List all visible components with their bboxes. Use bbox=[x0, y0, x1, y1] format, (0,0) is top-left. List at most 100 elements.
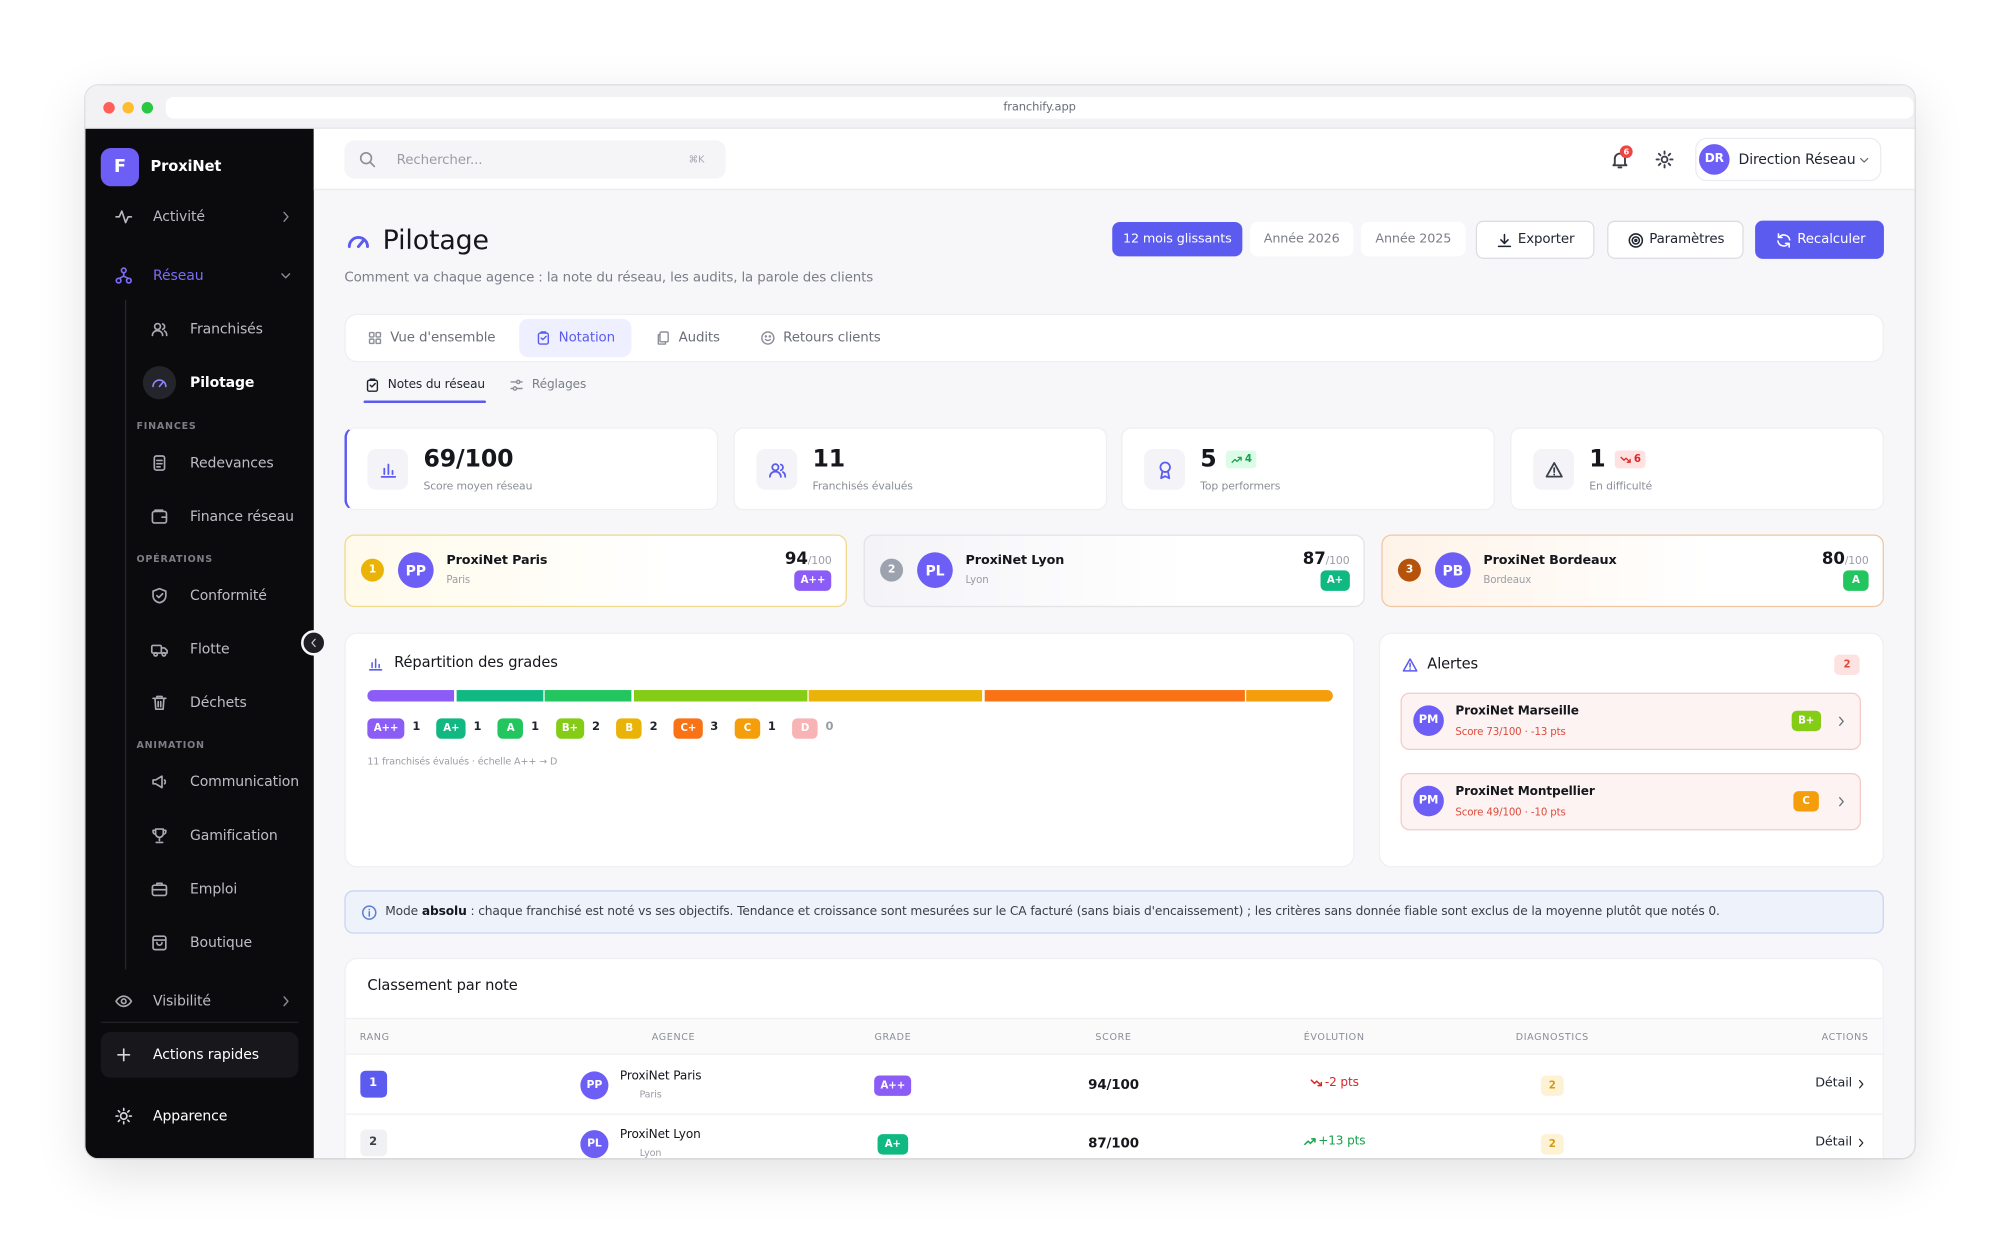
icon bbox=[151, 882, 168, 897]
bar-segment bbox=[984, 690, 1245, 702]
tab[interactable]: Vue d'ensemble bbox=[390, 329, 496, 346]
info-text: Mode absolu : chaque franchisé est noté … bbox=[385, 905, 1720, 920]
subtab-underline bbox=[363, 400, 486, 404]
nav-item[interactable]: Pilotage bbox=[190, 374, 255, 391]
card-title: Alertes bbox=[1427, 654, 1478, 673]
grade-count: 2 bbox=[592, 721, 600, 735]
subtab[interactable]: Notes du réseau bbox=[387, 377, 485, 392]
grade-count: 1 bbox=[412, 721, 421, 735]
score-value: 87 bbox=[1302, 550, 1326, 570]
score-value: 80 bbox=[1821, 550, 1845, 570]
alert-item[interactable] bbox=[1400, 772, 1861, 831]
tab[interactable]: Audits bbox=[678, 329, 720, 346]
agency-city: Lyon bbox=[639, 1147, 662, 1159]
search-box[interactable] bbox=[344, 140, 726, 179]
agency-name: ProxiNet Lyon bbox=[965, 553, 1065, 568]
action-label: Exporter bbox=[1517, 231, 1575, 248]
nav-item[interactable]: Réseau bbox=[153, 267, 204, 284]
icon bbox=[1838, 716, 1844, 726]
icon bbox=[359, 151, 376, 168]
period-button[interactable] bbox=[1360, 221, 1466, 257]
nav-item[interactable]: Redevances bbox=[190, 454, 274, 472]
window-dot bbox=[102, 101, 115, 113]
diagnostics-badge: 2 bbox=[1540, 1134, 1564, 1155]
distribution-bar bbox=[367, 690, 1333, 702]
nav-item[interactable]: Actions rapides bbox=[153, 1046, 259, 1064]
kpi-value: 1 bbox=[1589, 446, 1606, 474]
icon bbox=[368, 657, 382, 670]
grade-badge: A+ bbox=[436, 718, 466, 739]
icon bbox=[1309, 1079, 1322, 1087]
icon bbox=[537, 331, 549, 345]
grade-count: 2 bbox=[649, 721, 658, 735]
bar-segment bbox=[808, 690, 983, 702]
alert-item[interactable] bbox=[1400, 692, 1861, 750]
tab[interactable]: Retours clients bbox=[783, 329, 881, 346]
period-button[interactable] bbox=[1112, 221, 1243, 257]
kpi-value: 5 bbox=[1200, 446, 1217, 474]
kpi-label: Top performers bbox=[1200, 480, 1281, 493]
bar-segment bbox=[455, 690, 543, 702]
column-header: GRADE bbox=[874, 1030, 912, 1043]
action-button[interactable] bbox=[1607, 220, 1744, 259]
grade-legend: A++ 1 A+ 1 A 1 B+ 2 B 2 C+ 3 C 1 D 0 bbox=[367, 718, 850, 739]
kpi-badge: 6 bbox=[1614, 450, 1647, 468]
collapse-button[interactable] bbox=[301, 630, 327, 656]
icon bbox=[361, 904, 376, 920]
nav-item[interactable]: Franchisés bbox=[190, 320, 263, 338]
kpi-label: Franchisés évalués bbox=[812, 480, 913, 493]
window-dot bbox=[121, 101, 134, 113]
url: franchify.app bbox=[1003, 100, 1076, 114]
agency-city: Bordeaux bbox=[1483, 574, 1532, 586]
detail-link[interactable]: Détail bbox=[1815, 1135, 1853, 1150]
logo: F bbox=[100, 147, 140, 187]
icon bbox=[1859, 1079, 1864, 1089]
icon bbox=[1497, 233, 1511, 247]
nav-item[interactable]: Activité bbox=[153, 208, 205, 226]
table-header bbox=[345, 1017, 1883, 1055]
detail-link[interactable]: Détail bbox=[1815, 1076, 1853, 1091]
kpi-label: Score moyen réseau bbox=[423, 480, 533, 493]
icon bbox=[368, 331, 382, 345]
avatar: PL bbox=[917, 552, 953, 589]
nav-item[interactable]: Apparence bbox=[153, 1107, 228, 1125]
agency-name: ProxiNet Paris bbox=[446, 553, 548, 568]
icon bbox=[366, 378, 379, 392]
icon bbox=[657, 331, 669, 345]
nav-item[interactable]: Gamification bbox=[190, 827, 278, 844]
nav-item[interactable]: Flotte bbox=[190, 640, 230, 658]
icon bbox=[311, 638, 316, 648]
column-header: DIAGNOSTICS bbox=[1515, 1030, 1589, 1043]
icon bbox=[115, 1107, 133, 1125]
icon bbox=[1655, 150, 1674, 169]
grade-badge: C bbox=[734, 718, 761, 739]
user-avatar: DR bbox=[1698, 144, 1730, 175]
subnav-line bbox=[124, 299, 127, 970]
icon bbox=[283, 211, 289, 222]
icon bbox=[1838, 796, 1844, 806]
nav-item[interactable]: Conformité bbox=[190, 587, 267, 604]
agency-city: Paris bbox=[639, 1088, 662, 1101]
grade-count: 0 bbox=[825, 721, 834, 735]
nav-item[interactable]: Finance réseau bbox=[190, 508, 294, 525]
alert-detail: Score 49/100 · -10 pts bbox=[1455, 806, 1566, 818]
icon bbox=[151, 322, 168, 337]
quick-actions[interactable] bbox=[100, 1031, 299, 1078]
nav-item[interactable]: Boutique bbox=[190, 934, 252, 951]
action-label: Paramètres bbox=[1649, 231, 1725, 248]
action-button[interactable] bbox=[1475, 220, 1595, 259]
action-button[interactable] bbox=[1755, 220, 1884, 259]
rank-badge: 3 bbox=[1397, 558, 1421, 582]
subtab[interactable]: Réglages bbox=[531, 377, 587, 392]
card-title: Répartition des grades bbox=[394, 653, 558, 672]
nav-item[interactable]: Emploi bbox=[190, 880, 238, 898]
icon bbox=[380, 463, 396, 478]
nav-item[interactable]: Déchets bbox=[190, 694, 247, 711]
period-button[interactable] bbox=[1249, 221, 1354, 257]
nav-item[interactable]: Visibilité bbox=[153, 992, 211, 1010]
nav-item[interactable]: Communication bbox=[190, 773, 299, 791]
score-max: /100 bbox=[1325, 555, 1350, 568]
tab[interactable]: Notation bbox=[558, 329, 615, 346]
icon bbox=[1776, 232, 1790, 248]
